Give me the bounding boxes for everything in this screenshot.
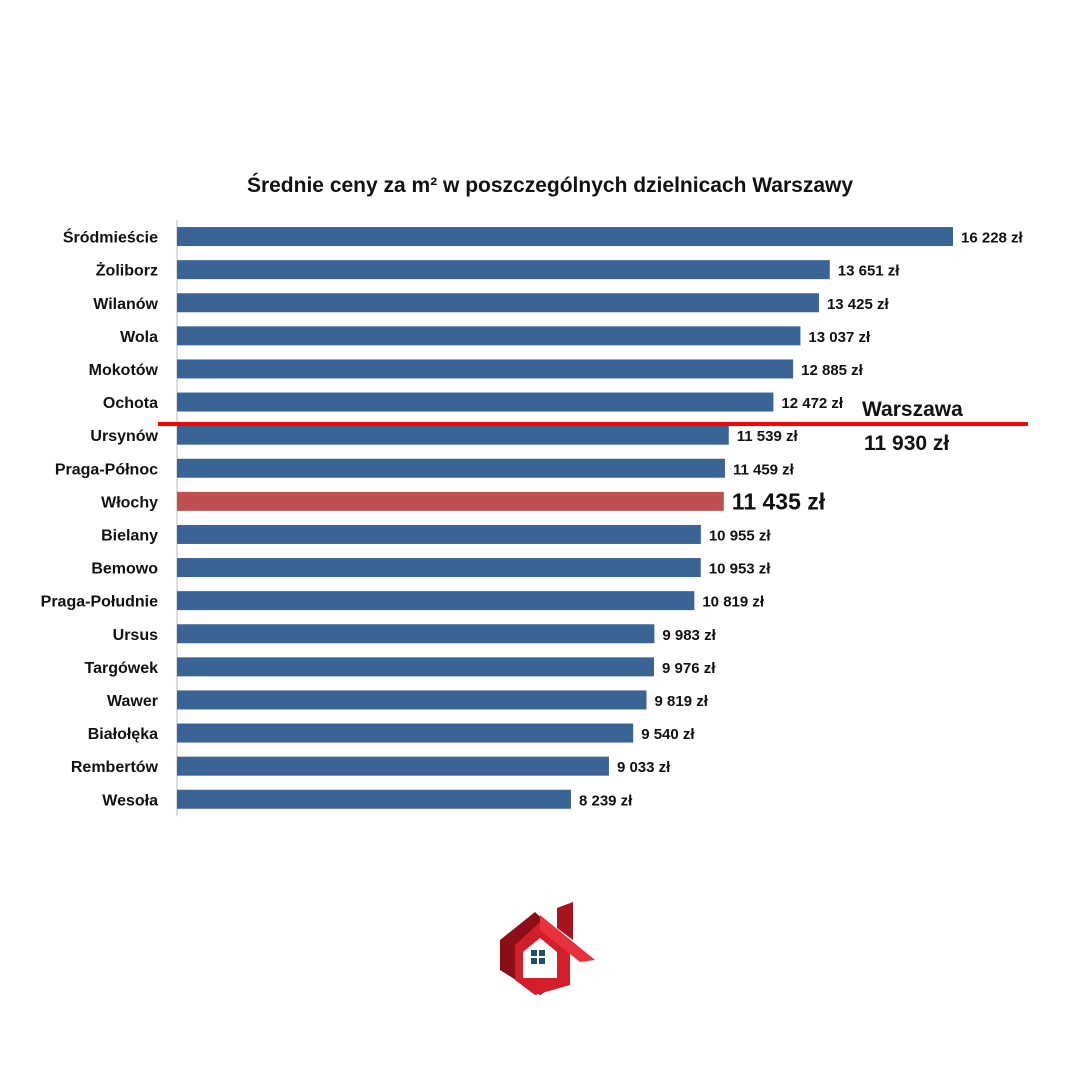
category-label: Targówek	[85, 660, 159, 677]
value-label: 9 819 zł	[655, 693, 709, 710]
category-label: Rembertów	[71, 759, 159, 776]
value-label: 11 459 zł	[733, 461, 795, 478]
category-label: Śródmieście	[63, 228, 158, 247]
bar	[177, 624, 655, 644]
bar	[177, 359, 794, 379]
bar	[177, 293, 819, 313]
category-label: Ochota	[103, 395, 158, 412]
bar	[177, 326, 801, 346]
value-label: 12 472 zł	[781, 395, 844, 412]
chart-title: Średnie ceny za m² w poszczególnych dzie…	[246, 174, 854, 197]
bar	[177, 392, 774, 412]
bar	[177, 657, 655, 677]
value-label: 13 651 zł	[838, 263, 901, 280]
category-label: Bielany	[101, 527, 158, 544]
value-label: 9 983 zł	[662, 627, 716, 644]
bar	[177, 756, 609, 776]
bar	[177, 260, 830, 280]
bar	[177, 524, 701, 544]
bar	[177, 789, 571, 809]
bar	[177, 591, 695, 611]
category-label: Praga-Północ	[55, 461, 158, 478]
highlighted-bar	[177, 491, 724, 511]
category-label: Włochy	[101, 494, 158, 511]
category-label: Wesoła	[102, 792, 158, 809]
value-label: 10 819 zł	[702, 594, 765, 611]
value-label: 9 976 zł	[662, 660, 716, 677]
category-label: Białołęka	[88, 726, 158, 743]
category-label: Wola	[120, 329, 158, 346]
reference-line-value: 11 930 zł	[864, 432, 949, 455]
category-label: Ursus	[113, 627, 158, 644]
value-label: 11 539 zł	[737, 428, 799, 445]
reference-line-name: Warszawa	[862, 398, 963, 421]
category-label: Mokotów	[89, 362, 159, 379]
value-label: 13 037 zł	[808, 329, 871, 346]
value-label: 9 033 zł	[617, 759, 671, 776]
bar	[177, 690, 647, 710]
value-label: 13 425 zł	[827, 296, 890, 313]
category-label: Wawer	[107, 693, 158, 710]
bar	[177, 458, 725, 478]
value-label: 8 239 zł	[579, 792, 633, 809]
category-label: Ursynów	[90, 428, 158, 445]
bar	[177, 558, 701, 578]
value-label: 9 540 zł	[641, 726, 695, 743]
value-label: 10 955 zł	[709, 527, 772, 544]
value-label: 16 228 zł	[961, 230, 1024, 247]
category-label: Bemowo	[91, 561, 158, 578]
category-label: Praga-Południe	[41, 594, 158, 611]
category-label: Wilanów	[93, 296, 158, 313]
value-label: 11 435 zł	[732, 488, 826, 514]
house-logo-icon	[500, 902, 595, 995]
bar	[177, 425, 729, 445]
category-label: Żoliborz	[96, 262, 158, 280]
bar	[177, 723, 634, 743]
value-label: 12 885 zł	[801, 362, 864, 379]
bar	[177, 227, 953, 247]
value-label: 10 953 zł	[709, 561, 772, 578]
